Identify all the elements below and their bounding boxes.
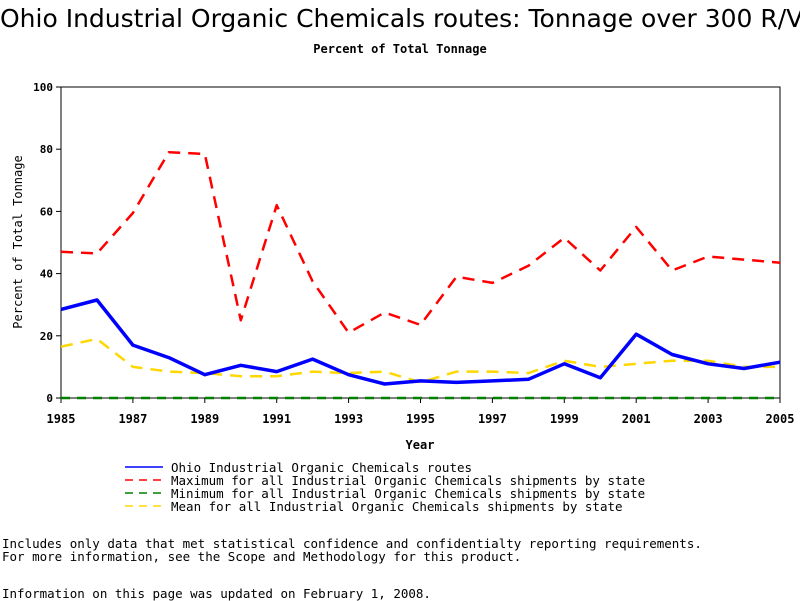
x-tick-label: 2003: [694, 412, 723, 426]
x-tick-label: 1987: [118, 412, 147, 426]
series-line-1: [60, 151, 781, 334]
x-tick-label: 1997: [478, 412, 507, 426]
y-tick-label: 40: [40, 268, 53, 281]
series-line-0: [60, 298, 781, 386]
legend-label: Ohio Industrial Organic Chemicals routes: [171, 460, 472, 475]
x-tick-label: 1989: [190, 412, 219, 426]
y-tick-label: 20: [40, 330, 53, 343]
legend-label: Maximum for all Industrial Organic Chemi…: [171, 473, 645, 488]
y-tick-label: 100: [33, 81, 53, 94]
y-tick-label: 80: [40, 143, 53, 156]
y-axis-label: Percent of Total Tonnage: [11, 155, 25, 328]
legend: Ohio Industrial Organic Chemicals routes…: [125, 460, 645, 514]
x-tick-label: 1999: [550, 412, 579, 426]
y-tick-label: 0: [46, 392, 53, 405]
note-line-2: For more information, see the Scope and …: [2, 549, 522, 564]
legend-label: Mean for all Industrial Organic Chemical…: [171, 499, 623, 514]
y-axis: 0 20 40 60 80 100: [33, 81, 61, 405]
series-line-3: [60, 337, 780, 384]
x-tick-label: 2001: [622, 412, 651, 426]
x-axis-label: Year: [406, 438, 435, 452]
x-axis: 1985 1987 1989 1991 1993 1995 1997 1999 2001 2003…: [47, 398, 795, 426]
plot-frame: [60, 86, 781, 399]
x-tick-label: 1991: [262, 412, 291, 426]
series-layer: [60, 151, 781, 400]
chart-title: Ohio Industrial Organic Chemicals routes…: [0, 4, 800, 33]
x-tick-label: 1985: [47, 412, 76, 426]
note-line-1: Includes only data that met statistical …: [2, 536, 702, 551]
x-tick-label: 2005: [766, 412, 795, 426]
x-tick-label: 1995: [406, 412, 435, 426]
legend-label: Minimum for all Industrial Organic Chemi…: [171, 486, 645, 501]
note-line-3: Information on this page was updated on …: [2, 586, 431, 601]
y-tick-label: 60: [40, 205, 53, 218]
chart-subtitle: Percent of Total Tonnage: [313, 42, 487, 56]
x-tick-label: 1993: [334, 412, 363, 426]
